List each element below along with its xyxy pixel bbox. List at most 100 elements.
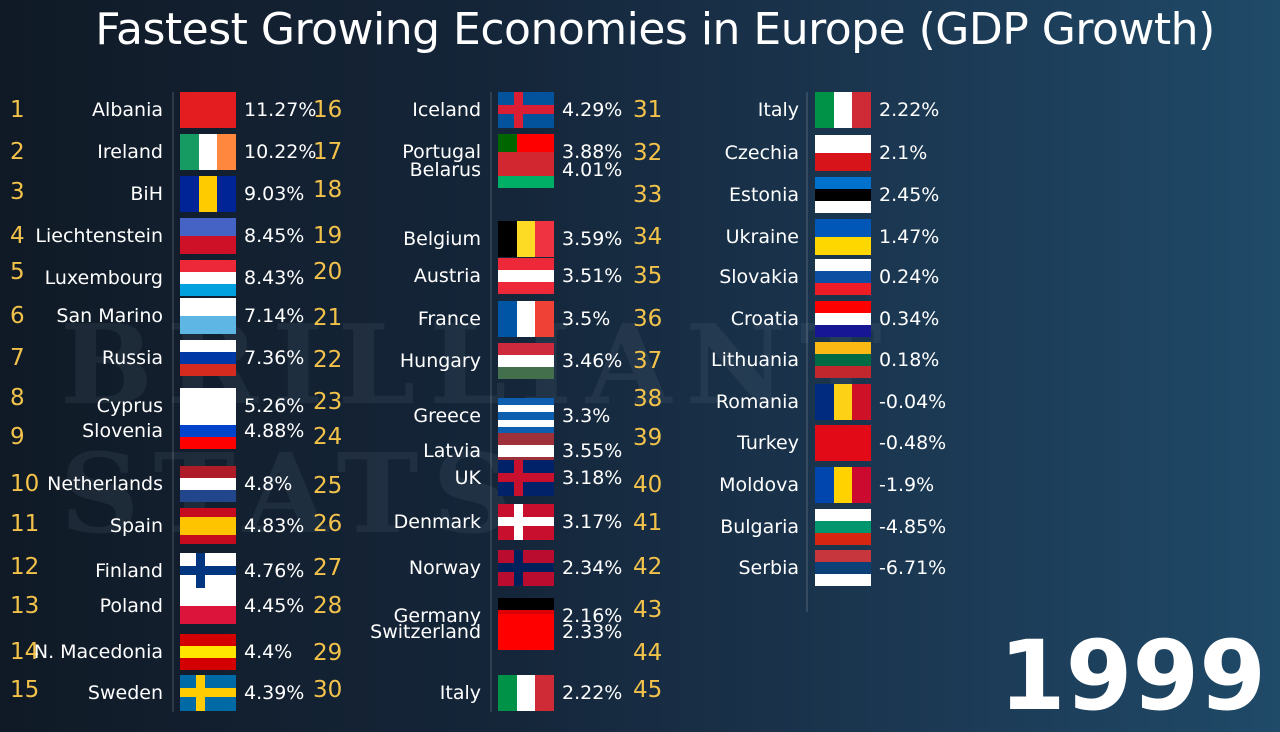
flag-icon <box>815 177 871 213</box>
flag-icon <box>180 260 236 296</box>
country-name: Croatia <box>730 308 799 330</box>
column-divider <box>172 92 174 712</box>
flag-icon <box>815 425 871 461</box>
country-name: Italy <box>757 99 799 121</box>
flag-icon <box>498 152 554 188</box>
growth-value: 7.14% <box>244 305 305 327</box>
rank-number: 8 <box>10 385 25 411</box>
growth-value: 4.76% <box>244 560 305 582</box>
country-name: Iceland <box>412 99 481 121</box>
country-name: Finland <box>95 560 163 582</box>
flag-icon <box>180 176 236 212</box>
rank-number: 4 <box>10 223 25 249</box>
growth-value: 4.01% <box>562 159 623 181</box>
country-name: Latvia <box>423 440 481 462</box>
rank-number: 36 <box>633 306 663 332</box>
country-name: Italy <box>439 682 481 704</box>
rank-number: 43 <box>633 597 663 623</box>
rank-number: 34 <box>633 224 663 250</box>
growth-value: 3.55% <box>562 440 623 462</box>
country-name: Luxembourg <box>44 267 163 289</box>
country-name: Poland <box>99 595 163 617</box>
rank-number: 35 <box>633 263 663 289</box>
rank-number: 42 <box>633 554 663 580</box>
column-divider <box>490 92 492 712</box>
flag-icon <box>180 413 236 449</box>
rank-number: 39 <box>633 425 663 451</box>
country-name: Czechia <box>724 142 799 164</box>
rank-number: 2 <box>10 139 25 165</box>
growth-value: 4.8% <box>244 473 293 495</box>
country-name: BiH <box>130 183 163 205</box>
flag-icon <box>815 301 871 337</box>
flag-icon <box>498 301 554 337</box>
country-name: Portugal <box>402 141 481 163</box>
flag-icon <box>498 460 554 496</box>
country-name: N. Macedonia <box>33 641 163 663</box>
rank-number: 14 <box>10 639 40 665</box>
rank-number: 19 <box>313 223 343 249</box>
country-name: Sweden <box>87 682 163 704</box>
growth-value: 3.88% <box>562 141 623 163</box>
watermark: BRILLIANT STATS <box>60 300 896 558</box>
rank-number: 18 <box>313 177 343 203</box>
country-name: Moldova <box>719 474 799 496</box>
flag-icon <box>815 342 871 378</box>
growth-value: 2.22% <box>562 682 623 704</box>
growth-value: 3.17% <box>562 511 623 533</box>
growth-value: 11.27% <box>244 99 317 121</box>
growth-value: 4.45% <box>244 595 305 617</box>
growth-value: 8.45% <box>244 225 305 247</box>
country-name: Switzerland <box>370 621 481 643</box>
growth-value: -6.71% <box>879 557 947 579</box>
growth-value: 9.03% <box>244 183 305 205</box>
growth-value: -4.85% <box>879 516 947 538</box>
growth-value: 4.88% <box>244 420 305 442</box>
country-name: Greece <box>413 405 481 427</box>
country-name: UK <box>454 467 481 489</box>
rank-number: 27 <box>313 555 343 581</box>
rank-number: 9 <box>10 424 25 450</box>
flag-icon <box>498 343 554 379</box>
country-name: Germany <box>393 605 481 627</box>
country-name: Denmark <box>393 511 481 533</box>
country-name: Russia <box>101 347 163 369</box>
rank-number: 40 <box>633 472 663 498</box>
flag-icon <box>180 298 236 334</box>
country-name: Austria <box>413 265 481 287</box>
country-name: Netherlands <box>47 473 163 495</box>
growth-value: 2.1% <box>879 142 928 164</box>
growth-value: 2.45% <box>879 184 940 206</box>
flag-icon <box>180 634 236 670</box>
rank-number: 23 <box>313 389 343 415</box>
rank-number: 25 <box>313 473 343 499</box>
growth-value: 2.22% <box>879 99 940 121</box>
year-label: 1999 <box>998 620 1266 732</box>
growth-value: 0.18% <box>879 349 940 371</box>
flag-icon <box>815 259 871 295</box>
growth-value: 1.47% <box>879 226 940 248</box>
growth-value: 3.51% <box>562 265 623 287</box>
growth-value: 2.34% <box>562 557 623 579</box>
rank-number: 17 <box>313 139 343 165</box>
rank-number: 5 <box>10 259 25 285</box>
growth-value: 4.39% <box>244 682 305 704</box>
country-name: San Marino <box>56 305 163 327</box>
growth-value: 3.46% <box>562 350 623 372</box>
growth-value: 0.24% <box>879 266 940 288</box>
flag-icon <box>180 340 236 376</box>
country-name: Spain <box>109 515 163 537</box>
flag-icon <box>498 92 554 128</box>
country-name: Albania <box>92 99 163 121</box>
rank-number: 20 <box>313 259 343 285</box>
country-name: Turkey <box>737 432 799 454</box>
flag-icon <box>498 614 554 650</box>
flag-icon <box>815 467 871 503</box>
growth-value: 4.29% <box>562 99 623 121</box>
country-name: Belgium <box>403 228 481 250</box>
rank-number: 7 <box>10 345 25 371</box>
rank-number: 15 <box>10 677 40 703</box>
growth-value: 2.33% <box>562 621 623 643</box>
rank-number: 33 <box>633 182 663 208</box>
country-name: Bulgaria <box>720 516 799 538</box>
